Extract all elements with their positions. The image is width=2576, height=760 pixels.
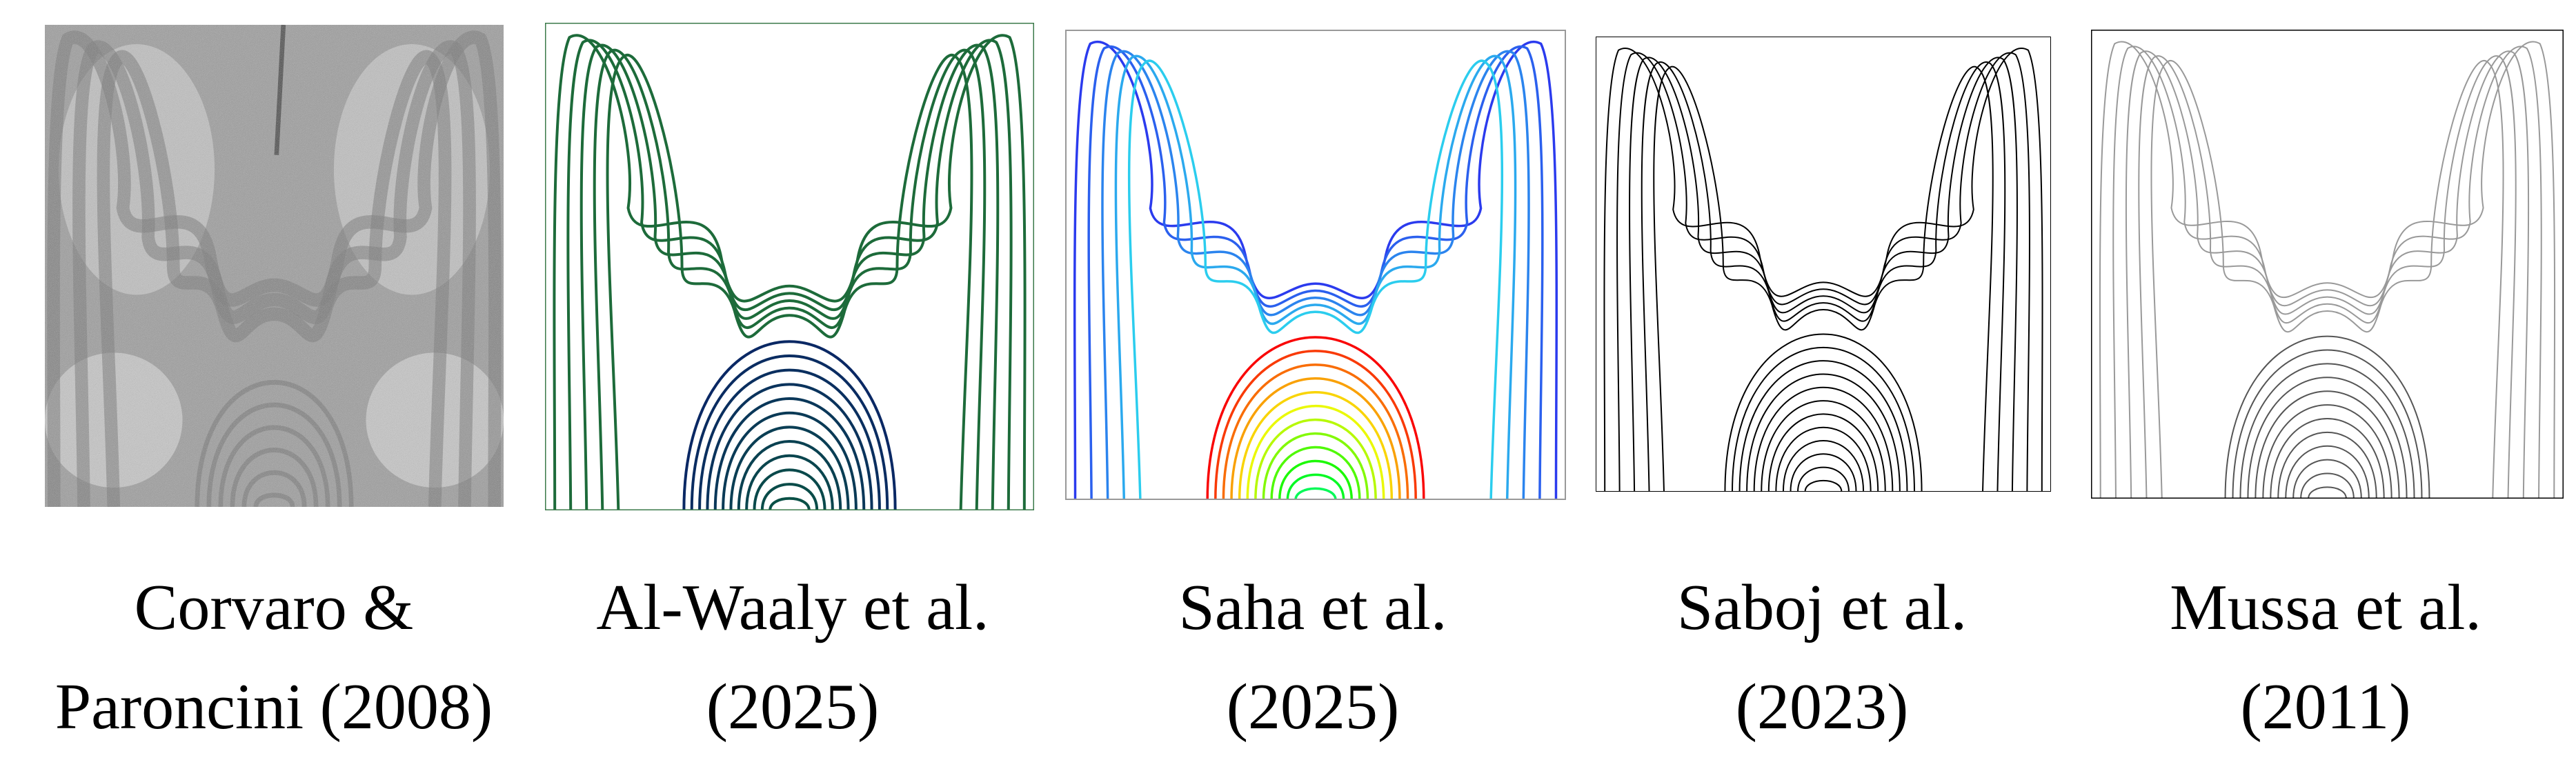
caption-line: Mussa et al.: [2170, 572, 2481, 643]
caption-line: Corvaro &: [134, 572, 414, 643]
isotherm: [707, 384, 871, 510]
isotherm: [1223, 365, 1407, 500]
isotherm: [2139, 56, 2515, 499]
isotherm: [1725, 334, 1921, 492]
isotherm: [2301, 474, 2354, 499]
isotherm: [2100, 42, 2555, 499]
isotherm: [595, 50, 985, 510]
isotherm: [762, 484, 817, 510]
isotherm: [1280, 461, 1352, 500]
isotherm-plot: [2091, 30, 2564, 499]
interferogram: [45, 25, 504, 507]
caption-line: Saboj et al.: [1676, 572, 1968, 643]
caption-line: (2025): [706, 671, 880, 743]
isotherm: [1604, 48, 2042, 492]
isotherm: [1783, 441, 1863, 492]
isotherm-plot: [545, 23, 1034, 510]
isotherm: [2126, 51, 2528, 499]
isotherm: [2286, 446, 2369, 499]
isotherm: [1296, 488, 1336, 500]
isotherm: [1754, 388, 1893, 492]
isotherm: [2240, 363, 2414, 499]
isotherm-plot: [1065, 30, 1566, 500]
isotherm: [1805, 481, 1842, 492]
plot-canvas: [2091, 30, 2564, 499]
isotherm: [2233, 350, 2422, 499]
caption-line: Paroncini (2008): [55, 671, 493, 743]
caption-line: (2011): [2240, 671, 2411, 743]
plot-canvas: [1596, 37, 2051, 492]
plot-background: [1065, 30, 1566, 500]
isotherm: [700, 370, 880, 510]
isotherm: [1617, 53, 2030, 492]
isotherm: [1075, 42, 1557, 500]
isotherm: [1761, 401, 1885, 492]
isotherm: [754, 470, 824, 510]
isotherm: [1654, 67, 1992, 492]
isotherm: [746, 456, 833, 510]
isotherm: [2263, 405, 2391, 499]
isotherm: [2255, 391, 2399, 499]
caption-line: Saha et al.: [1178, 572, 1447, 643]
isotherm: [684, 341, 895, 510]
isotherm: [1256, 420, 1376, 500]
isotherm: [1776, 428, 1870, 492]
plot-canvas: [1065, 30, 1566, 500]
isotherm: [2248, 377, 2406, 499]
caption-line: (2025): [1226, 671, 1400, 743]
isotherm: [2308, 487, 2346, 499]
isotherm: [2270, 419, 2384, 499]
caption-line: (2023): [1735, 671, 1909, 743]
plot-background: [2091, 30, 2564, 499]
caption-line: Al-Waaly et al.: [596, 572, 989, 643]
isotherm: [1740, 361, 1908, 492]
isotherm: [2151, 61, 2503, 499]
isotherm: [1089, 47, 1543, 500]
isotherm: [1769, 414, 1878, 492]
isotherm: [1287, 474, 1343, 500]
isotherm: [1263, 434, 1367, 500]
isotherm: [568, 40, 1011, 510]
isotherm: [2113, 46, 2542, 499]
isotherm: [1798, 468, 1849, 492]
isotherm: [1231, 379, 1400, 500]
plot-canvas: [45, 25, 504, 507]
isotherm: [1642, 62, 2005, 492]
isotherm: [2293, 460, 2361, 499]
plot-background: [1596, 37, 2051, 492]
isotherm: [1116, 56, 1515, 500]
isotherm: [1732, 348, 1914, 492]
noise-overlay: [45, 25, 504, 507]
isotherm: [2226, 337, 2430, 499]
isotherm: [1216, 351, 1416, 500]
isotherm: [723, 413, 856, 510]
isotherm: [608, 55, 972, 510]
isotherm: [715, 399, 864, 510]
isotherm: [1207, 337, 1424, 500]
plot-canvas: [545, 23, 1034, 510]
isotherm: [1271, 448, 1360, 500]
isotherm: [2278, 432, 2376, 499]
plot-background: [545, 23, 1034, 510]
isotherm: [582, 46, 998, 510]
isotherm-plot: [1596, 37, 2051, 492]
isotherm: [731, 427, 848, 510]
isotherm: [1790, 454, 1856, 492]
isotherm: [1240, 392, 1392, 500]
isotherm: [1247, 406, 1383, 500]
isotherm: [554, 35, 1024, 510]
isotherm: [1102, 51, 1529, 500]
isotherm: [739, 441, 840, 510]
isotherm: [1747, 374, 1900, 492]
isotherm: [1129, 61, 1503, 500]
isotherm: [770, 499, 809, 510]
isotherm: [692, 356, 888, 510]
isotherm: [1629, 57, 2017, 492]
